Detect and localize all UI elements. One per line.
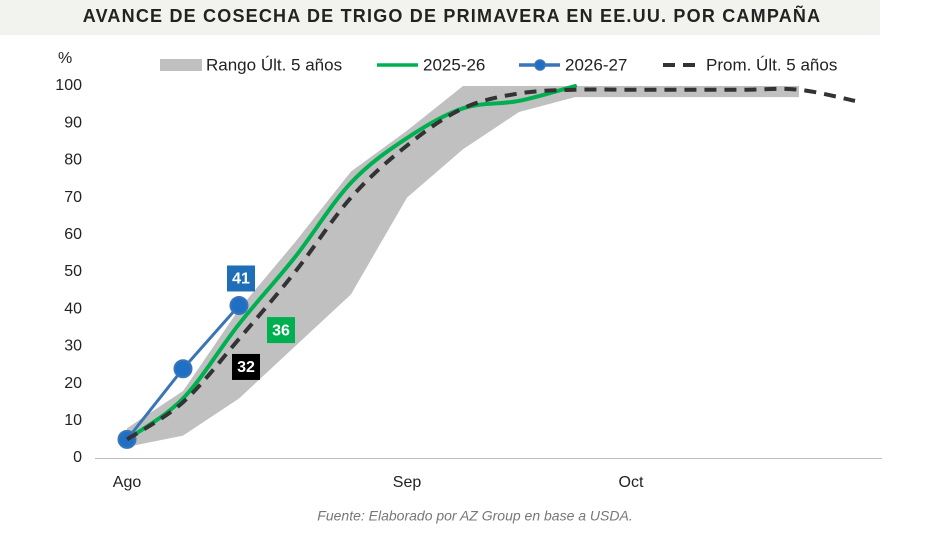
y-tick-label: 50 (64, 263, 82, 280)
range-band (127, 86, 799, 447)
data-label: 36 (272, 322, 290, 339)
x-tick-label: Oct (619, 474, 644, 491)
y-axis-label: % (58, 50, 72, 67)
y-tick-label: 40 (64, 300, 82, 317)
y-tick-label: 70 (64, 189, 82, 206)
series-line (125, 84, 577, 442)
y-tick-label: 100 (55, 77, 82, 94)
y-tick-label: 30 (64, 338, 82, 355)
data-label: 41 (232, 271, 250, 288)
y-tick-label: 80 (64, 152, 82, 169)
x-tick-label: Sep (393, 474, 422, 491)
y-tick-label: 0 (73, 449, 82, 466)
y-tick-label: 20 (64, 375, 82, 392)
source-note: Fuente: Elaborado por AZ Group en base a… (317, 508, 632, 524)
y-tick-label: 10 (64, 412, 82, 429)
title-bar (0, 0, 880, 35)
data-label-box (227, 265, 255, 292)
legend-label: Rango Últ. 5 años (206, 55, 342, 74)
data-label: 32 (237, 359, 255, 376)
series-marker (229, 295, 249, 315)
legend-marker (534, 59, 546, 71)
data-label-box (232, 353, 260, 380)
y-tick-label: 90 (64, 114, 82, 131)
y-tick-label: 60 (64, 226, 82, 243)
chart-title: AVANCE DE COSECHA DE TRIGO DE PRIMAVERA … (83, 5, 822, 26)
legend-label: 2026-27 (565, 55, 627, 74)
legend-label: Prom. Últ. 5 años (706, 55, 837, 74)
series-marker (173, 359, 193, 379)
x-tick-label: Ago (113, 474, 142, 491)
series-line (125, 86, 856, 442)
legend-swatch (160, 59, 202, 71)
data-label-box (267, 317, 295, 344)
legend-label: 2025-26 (423, 55, 485, 74)
